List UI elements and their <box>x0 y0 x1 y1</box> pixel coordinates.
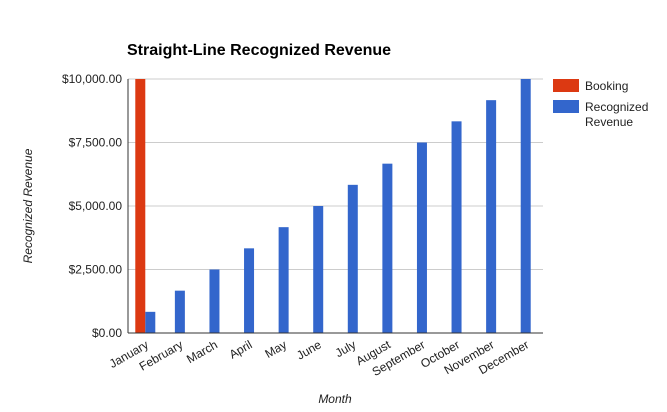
y-tick-label: $0.00 <box>92 326 122 340</box>
bar-recognized-revenue[interactable] <box>347 184 358 333</box>
bar-recognized-revenue[interactable] <box>486 100 497 333</box>
legend-label: Revenue <box>585 115 633 129</box>
x-axis-title: Month <box>318 392 352 406</box>
x-tick-label: April <box>227 337 255 361</box>
y-tick-label: $7,500.00 <box>69 136 123 150</box>
bar-booking[interactable] <box>135 79 146 333</box>
bar-recognized-revenue[interactable] <box>209 269 220 334</box>
chart-title: Straight-Line Recognized Revenue <box>127 42 391 59</box>
bars <box>135 79 531 334</box>
bar-recognized-revenue[interactable] <box>174 290 185 333</box>
bar-recognized-revenue[interactable] <box>244 248 255 333</box>
y-tick-label: $2,500.00 <box>69 263 123 277</box>
bar-recognized-revenue[interactable] <box>145 311 156 333</box>
legend-item[interactable]: Booking <box>553 79 628 93</box>
bar-recognized-revenue[interactable] <box>451 121 462 333</box>
x-tick-label: March <box>184 337 220 366</box>
y-tick-labels: $0.00 $2,500.00 $5,000.00 $7,500.00 $10,000.… <box>62 72 122 340</box>
legend-swatch <box>553 100 579 113</box>
legend-swatch <box>553 79 579 92</box>
bar-recognized-revenue[interactable] <box>520 79 531 333</box>
y-tick-label: $10,000.00 <box>62 72 122 86</box>
y-axis-title: Recognized Revenue <box>21 148 35 263</box>
bar-recognized-revenue[interactable] <box>416 142 427 334</box>
bar-recognized-revenue[interactable] <box>313 206 324 333</box>
x-tick-label: May <box>262 337 289 360</box>
gridlines <box>128 78 543 270</box>
legend-label: Recognized <box>585 100 648 114</box>
axes <box>127 79 543 334</box>
bar-recognized-revenue[interactable] <box>278 227 289 333</box>
y-tick-label: $5,000.00 <box>69 199 123 213</box>
x-tick-label: June <box>294 337 324 362</box>
bar-recognized-revenue[interactable] <box>382 163 393 333</box>
legend-label: Booking <box>585 79 628 93</box>
